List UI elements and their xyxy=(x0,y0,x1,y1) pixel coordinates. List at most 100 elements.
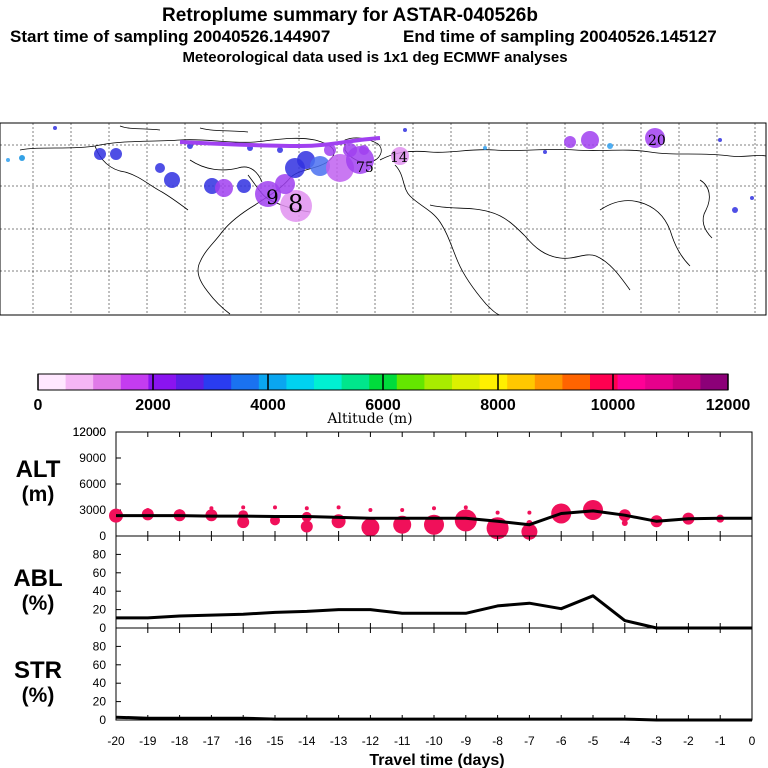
colorbar-swatch-6 xyxy=(203,374,232,390)
series-line-abl xyxy=(116,594,752,630)
cluster-point-19 xyxy=(393,515,412,534)
colorbar-swatch-17 xyxy=(507,374,536,390)
colorbar-swatch-23 xyxy=(672,374,701,390)
colorbar-swatch-9 xyxy=(286,374,315,390)
met-data-label: Meteorological data used is 1x1 deg ECMW… xyxy=(182,49,567,66)
cluster-point-16 xyxy=(336,505,341,510)
ytick-label-alt-0: 0 xyxy=(99,529,106,543)
map-cluster-20 xyxy=(581,131,599,149)
colorbar-swatch-21 xyxy=(617,374,646,390)
xtick-label-9: -11 xyxy=(394,734,411,748)
series-line-alt xyxy=(116,509,752,527)
colorbar-swatch-19 xyxy=(562,374,591,390)
colorbar-tick-label-2: 4000 xyxy=(250,397,286,414)
colorbar-swatch-20 xyxy=(590,374,618,390)
ytick-label-alt-1: 3000 xyxy=(79,503,106,517)
cluster-point-29 xyxy=(527,510,532,515)
ytick-label-str-0: 0 xyxy=(99,713,106,727)
cluster-point-23 xyxy=(454,509,477,532)
map-cluster-6 xyxy=(237,179,251,193)
map-cluster-16 xyxy=(343,143,357,157)
map-label-8: 8 xyxy=(288,190,303,218)
panel-frame-str xyxy=(115,627,753,721)
xtick-label-17: -3 xyxy=(651,734,662,748)
colorbar-swatch-7 xyxy=(231,374,260,390)
cluster-point-12 xyxy=(300,520,313,533)
colorbar-swatch-24 xyxy=(700,374,729,390)
map-cluster-9 xyxy=(275,174,295,194)
panel-title-abl: ABL xyxy=(13,565,62,592)
cluster-point-22 xyxy=(432,506,436,511)
map-trajectory-band xyxy=(179,136,381,149)
colorbar-tick-label-0: 0 xyxy=(34,397,43,414)
map-label-14: 14 xyxy=(390,150,408,166)
map-cluster-12 xyxy=(310,156,330,176)
xtick-label-1: -19 xyxy=(139,734,157,748)
ytick-label-alt-3: 9000 xyxy=(79,451,106,465)
panel-unit-str: (%) xyxy=(22,684,55,707)
xtick-label-16: -4 xyxy=(619,734,630,748)
map-cluster-25 xyxy=(607,143,613,149)
panel-unit-alt: (m) xyxy=(22,483,55,506)
cluster-point-21 xyxy=(424,514,444,535)
map-label-20: 20 xyxy=(648,133,666,149)
cluster-point-24 xyxy=(463,505,468,510)
colorbar-swatch-8 xyxy=(258,374,287,390)
cluster-point-9 xyxy=(241,505,246,510)
xtick-label-3: -17 xyxy=(203,734,221,748)
panel-title-str: STR xyxy=(14,657,62,684)
colorbar-swatch-3 xyxy=(120,374,149,390)
map-cluster-15 xyxy=(324,144,336,156)
colorbar-swatch-16 xyxy=(479,374,508,390)
panel-str: 0 20 40 60 80 STR(%) xyxy=(14,627,753,727)
map-cluster-21 xyxy=(645,128,665,148)
map-cluster-17 xyxy=(359,145,369,155)
xtick-label-2: -18 xyxy=(171,734,189,748)
figure-title: Retroplume summary for ASTAR-040526b xyxy=(162,5,538,26)
cluster-point-14 xyxy=(304,506,309,511)
map-cluster-29 xyxy=(732,207,738,213)
map-panel: 14 20 8 9 75 xyxy=(0,122,767,316)
ytick-label-abl-4: 80 xyxy=(93,547,107,561)
colorbar-tick-label-1: 2000 xyxy=(135,397,171,414)
ytick-label-abl-3: 60 xyxy=(93,566,107,580)
map-cluster-19 xyxy=(564,136,576,148)
cluster-point-6 xyxy=(209,506,214,511)
ytick-label-str-3: 60 xyxy=(93,658,107,672)
colorbar-swatch-0 xyxy=(38,374,66,390)
xtick-label-20: 0 xyxy=(749,734,756,748)
map-label-75: 75 xyxy=(356,160,374,176)
colorbar-swatch-5 xyxy=(176,374,204,390)
ytick-label-str-4: 80 xyxy=(93,639,107,653)
cluster-point-33 xyxy=(621,520,628,526)
series-line-str xyxy=(115,715,752,722)
map-cluster-24 xyxy=(277,147,283,153)
map-cluster-18 xyxy=(391,147,409,165)
xtick-label-15: -5 xyxy=(588,734,599,748)
map-cluster-30 xyxy=(750,196,754,200)
altitude-colorbar: 0 2000 4000 6000 8000 10000 12000 xyxy=(34,373,750,414)
ytick-label-alt-2: 6000 xyxy=(79,477,106,491)
colorbar-label: Altitude (m) xyxy=(326,411,412,427)
panel-title-alt: ALT xyxy=(16,456,61,483)
map-cluster-31 xyxy=(718,138,722,142)
map-cluster-32 xyxy=(53,126,57,130)
map-cluster-0 xyxy=(94,148,106,160)
colorbar-swatch-18 xyxy=(534,374,563,390)
xtick-label-18: -2 xyxy=(683,734,694,748)
start-time-label: Start time of sampling 20040526.144907 xyxy=(10,27,330,46)
end-time-label: End time of sampling 20040526.145127 xyxy=(403,27,717,46)
cluster-point-18 xyxy=(368,508,373,512)
cluster-point-20 xyxy=(400,508,405,512)
map-cluster-2 xyxy=(155,163,165,173)
colorbar-tick-label-3: 6000 xyxy=(365,397,401,414)
cluster-point-17 xyxy=(361,518,380,537)
colorbar-swatch-10 xyxy=(314,374,342,390)
colorbar-swatch-11 xyxy=(341,374,370,390)
xtick-label-12: -8 xyxy=(492,734,503,748)
xtick-label-4: -16 xyxy=(235,734,253,748)
colorbar-tick-label-5: 10000 xyxy=(591,397,636,414)
map-cluster-26 xyxy=(483,146,487,150)
cluster-point-2 xyxy=(145,508,150,512)
